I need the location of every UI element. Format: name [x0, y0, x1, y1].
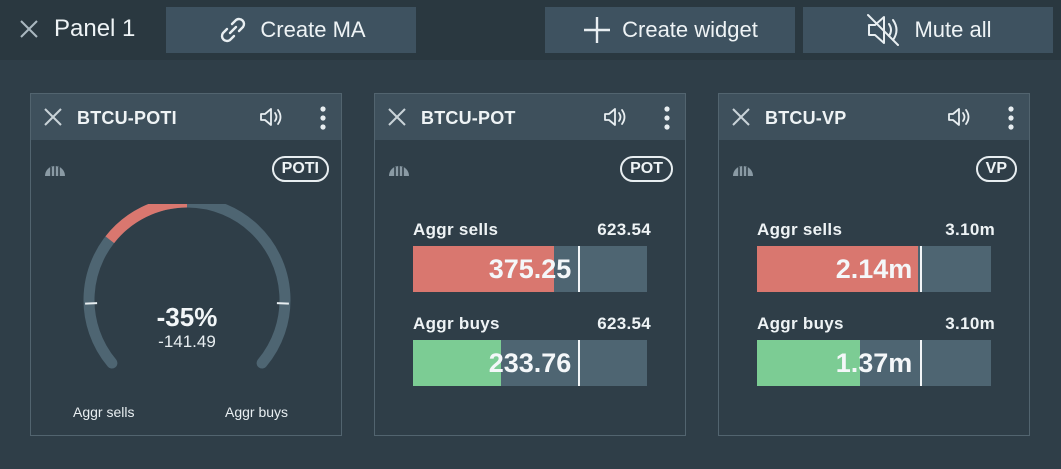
close-icon[interactable] — [731, 107, 751, 127]
sound-icon[interactable] — [259, 106, 285, 128]
widget-btcu-poti: BTCU-POTI POTI -35% -141.49 Aggr sells A… — [30, 93, 342, 436]
sells-label: Aggr sells — [757, 220, 843, 239]
indicator-badge: VP — [975, 156, 1017, 182]
buys-label: Aggr buys — [413, 314, 500, 333]
link-icon — [221, 17, 246, 43]
buys-bar: 233.76 — [413, 340, 647, 386]
sells-label: Aggr sells — [413, 220, 499, 239]
mute-icon — [867, 14, 900, 46]
kebab-menu-icon[interactable] — [319, 105, 327, 131]
buys-total: 3.10m — [945, 314, 995, 333]
indicator-badge: POTI — [271, 156, 329, 182]
sells-bar-fill — [413, 246, 554, 292]
panel-toolbar: Panel 1 Create MA Create widget Mut — [0, 0, 1061, 60]
gauge-track — [83, 204, 291, 369]
mute-all-label: Mute all — [914, 17, 992, 42]
widget-btcu-pot: BTCU-POT POT Aggr sells 623.54 375.25 Ag… — [374, 93, 686, 436]
bar-marker — [919, 340, 922, 386]
signal-icon — [389, 166, 409, 176]
kebab-menu-icon[interactable] — [1007, 105, 1015, 131]
buys-bar-fill — [757, 340, 861, 386]
bar-marker — [578, 246, 581, 292]
mute-all-button[interactable]: Mute all — [803, 7, 1053, 53]
sells-value: 2.14m — [835, 254, 913, 284]
signal-icon — [733, 166, 753, 176]
bar-marker — [919, 246, 922, 292]
sells-total: 623.54 — [597, 220, 651, 239]
buys-value: 233.76 — [488, 348, 572, 378]
gauge-chart — [83, 204, 291, 369]
create-ma-label: Create MA — [260, 17, 366, 42]
buys-value: 1.37m — [835, 348, 913, 378]
sells-bar: 375.25 — [413, 246, 647, 292]
close-icon[interactable] — [43, 107, 63, 127]
widget-header: BTCU-VP — [719, 94, 1029, 140]
signal-icon — [45, 166, 65, 176]
kebab-menu-icon[interactable] — [663, 105, 671, 131]
widget-title: BTCU-POT — [421, 108, 516, 128]
sells-bar-fill — [757, 246, 919, 292]
gauge-tick-left — [85, 302, 98, 305]
bar-marker — [578, 340, 581, 386]
widget-title: BTCU-POTI — [77, 108, 177, 128]
widget-header: BTCU-POT — [375, 94, 685, 140]
gauge-tick-right — [276, 302, 289, 305]
create-ma-button[interactable]: Create MA — [166, 7, 416, 53]
gauge-value: -141.49 — [158, 332, 216, 351]
close-icon[interactable] — [18, 18, 40, 40]
plus-icon — [584, 17, 611, 43]
close-icon[interactable] — [387, 107, 407, 127]
gauge-sell-arc — [105, 204, 188, 244]
gauge-left-label: Aggr sells — [73, 404, 135, 420]
sells-value: 375.25 — [488, 254, 572, 284]
sells-total: 3.10m — [945, 220, 995, 239]
sound-icon[interactable] — [947, 106, 973, 128]
buys-total: 623.54 — [597, 314, 651, 333]
sells-bar: 2.14m — [757, 246, 991, 292]
create-widget-button[interactable]: Create widget — [545, 7, 795, 53]
create-widget-label: Create widget — [622, 17, 758, 42]
widget-title: BTCU-VP — [765, 108, 847, 128]
indicator-badge: POT — [620, 156, 673, 182]
sound-icon[interactable] — [603, 106, 629, 128]
widget-btcu-vp: BTCU-VP VP Aggr sells 3.10m 2.14m Aggr b… — [718, 93, 1030, 436]
buys-bar: 1.37m — [757, 340, 991, 386]
buys-label: Aggr buys — [757, 314, 844, 333]
panel-title: Panel 1 — [54, 15, 136, 42]
buys-bar-fill — [413, 340, 501, 386]
widget-header: BTCU-POTI — [31, 94, 341, 140]
gauge-right-label: Aggr buys — [225, 404, 289, 420]
gauge-percent: -35% — [156, 302, 218, 332]
